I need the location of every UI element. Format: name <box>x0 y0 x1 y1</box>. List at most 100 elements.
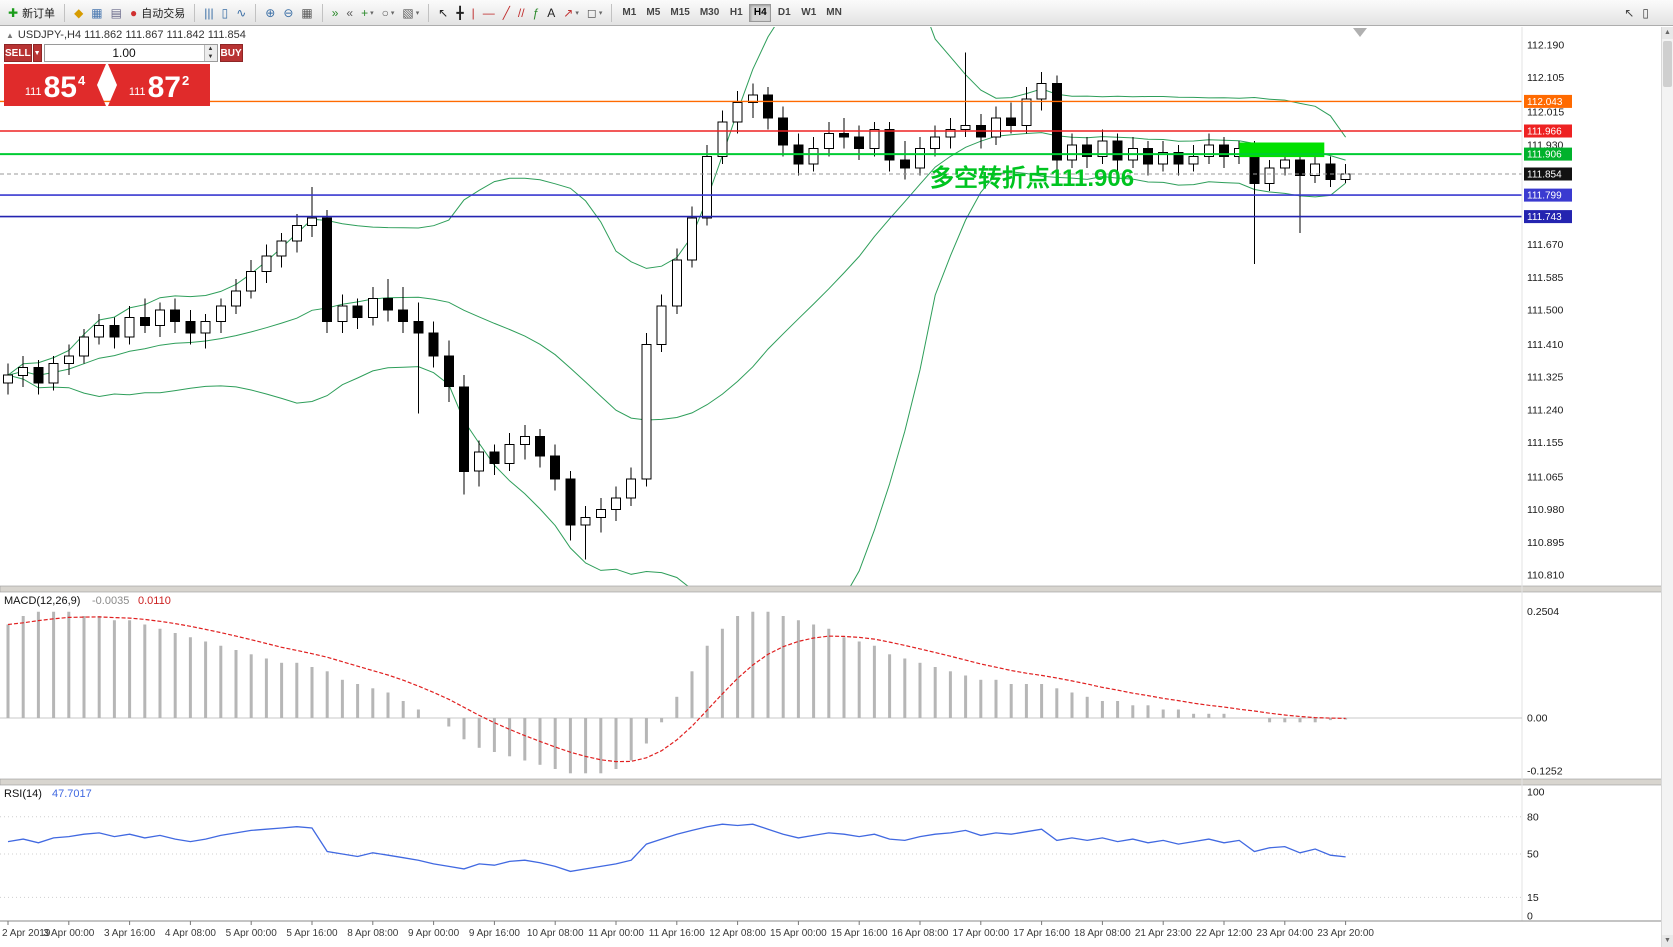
candle-bull <box>155 309 165 326</box>
sell-price-tile[interactable]: 111 85 4 <box>4 64 106 106</box>
templates-button-glyph: ▧ <box>402 5 414 20</box>
time-axis-label: 9 Apr 00:00 <box>408 928 460 939</box>
buy-button[interactable]: BUY <box>219 44 243 62</box>
auto-trading-button-label: 自动交易 <box>141 7 186 20</box>
scroll-down-icon[interactable]: ▼ <box>1662 935 1673 947</box>
sell-dropdown-icon[interactable]: ▼ <box>32 44 42 62</box>
price-badge-label: 111.799 <box>1527 191 1562 202</box>
navigator-icon[interactable]: ▤ <box>108 3 125 23</box>
vertical-scrollbar[interactable]: ▲ ▼ <box>1661 27 1673 947</box>
candle-bull <box>580 516 591 526</box>
price-axis-label: 111.065 <box>1527 472 1564 484</box>
annotation-text[interactable]: 多空转折点111.906 <box>930 164 1134 192</box>
price-axis-label: 111.325 <box>1527 372 1564 384</box>
scroll-thumb[interactable] <box>1663 41 1672 87</box>
candle-bear <box>550 455 561 480</box>
caret-down-icon: ▾ <box>370 9 374 17</box>
channel-tool[interactable]: // <box>515 3 528 23</box>
profiles-button[interactable]: ○ ▾ <box>379 3 398 23</box>
bar-chart-icon-glyph: ||| <box>204 5 214 20</box>
candle-bull <box>3 374 13 384</box>
volume-up-arrow[interactable]: ▲ <box>207 46 214 52</box>
zoom-in-icon[interactable]: ⊕ <box>262 3 278 23</box>
window-icon[interactable]: ▯ <box>1639 3 1652 23</box>
templates-button[interactable]: ▧ ▾ <box>399 3 422 23</box>
candle-bull <box>63 355 74 365</box>
new-order-button[interactable]: ✚ 新订单 <box>5 3 58 23</box>
candle-bull <box>1340 173 1351 180</box>
candle-bear <box>1219 144 1229 157</box>
time-axis-label: 18 Apr 08:00 <box>1074 928 1131 939</box>
volume-input[interactable] <box>44 45 204 61</box>
candle-bull <box>656 305 667 346</box>
new-order-button-label: 新订单 <box>22 7 56 20</box>
timeframe-m1[interactable]: M1 <box>622 7 637 18</box>
macd-signal-line <box>7 616 1346 763</box>
time-axis-label: 11 Apr 00:00 <box>588 928 644 939</box>
market-watch-icon-glyph: ◆ <box>74 5 84 20</box>
chart-shift-marker[interactable] <box>1353 28 1367 37</box>
time-axis-label: 3 Apr 00:00 <box>43 928 95 939</box>
panel-separator[interactable] <box>0 778 1673 786</box>
data-window-icon[interactable]: ▦ <box>88 3 105 23</box>
line-chart-icon[interactable]: ∿ <box>233 3 249 23</box>
candle-bull <box>808 148 819 165</box>
candle-bear <box>33 367 44 384</box>
tile-windows-icon[interactable]: ▦ <box>298 3 315 23</box>
timeframe-h1[interactable]: H1 <box>729 7 743 18</box>
price-badge-112.043 <box>1524 94 1572 108</box>
timeframe-m15[interactable]: M15 <box>670 7 690 18</box>
crosshair-tool[interactable]: ╋ <box>453 3 466 23</box>
cursor-tool[interactable]: ↖ <box>435 3 451 23</box>
scroll-up-icon[interactable]: ▲ <box>1662 27 1673 39</box>
toolbar: ✚ 新订单 ◆ ▦ ▤ ● 自动交易 ||| ▯ ∿ ⊕ ⊖ ▦» «+ ▾ ○ ▾ ▧ ▾ ↖ ╋ | — ╱//ƒ A ↗ ▾ ◻… <box>0 0 1673 26</box>
price-axis-label: 111.500 <box>1527 304 1564 316</box>
timeframe-d1[interactable]: D1 <box>777 7 791 18</box>
candle-bull <box>337 305 348 323</box>
candle-bull <box>915 148 925 169</box>
volume-down-arrow[interactable]: ▼ <box>207 54 214 60</box>
candle-bear <box>1295 159 1305 177</box>
pointer-icon[interactable]: ↖ <box>1621 3 1637 23</box>
timeframe-mn[interactable]: MN <box>826 7 842 18</box>
candlestick-chart-icon[interactable]: ▯ <box>219 3 232 23</box>
timeframe-m5[interactable]: M5 <box>646 7 661 18</box>
timeframe-w1[interactable]: W1 <box>801 7 817 18</box>
horizontal-line-tool[interactable]: — <box>480 3 498 23</box>
buy-price-tile[interactable]: 111 87 2 <box>108 64 210 106</box>
trendline-tool-glyph: ╱ <box>502 5 510 20</box>
market-watch-icon[interactable]: ◆ <box>71 3 86 23</box>
price-badge-label: 111.743 <box>1527 212 1562 223</box>
new-chart-button[interactable]: + ▾ <box>358 3 377 23</box>
shapes-tool-glyph: ◻ <box>586 5 597 20</box>
buy-price-big: 87 <box>147 71 181 104</box>
rsi-value: 47.7017 <box>52 788 92 800</box>
zoom-out-icon[interactable]: ⊖ <box>280 3 296 23</box>
trade-panel-controls: SELL ▼ ▲ ▼ BUY <box>4 44 243 62</box>
chart-shift-icon[interactable]: « <box>343 3 356 23</box>
sell-button[interactable]: SELL <box>4 44 32 62</box>
candle-bull <box>1036 82 1047 100</box>
arrow-tool[interactable]: ↗ ▾ <box>560 3 582 23</box>
trendline-tool[interactable]: ╱ <box>500 3 513 23</box>
shapes-tool[interactable]: ◻ ▾ <box>584 3 605 23</box>
auto-scroll-icon[interactable]: » <box>329 3 342 23</box>
cursor-tool-glyph: ↖ <box>438 5 449 20</box>
line-chart-icon-glyph: ∿ <box>236 5 247 20</box>
panel-separator[interactable] <box>0 585 1673 593</box>
bar-chart-icon[interactable]: ||| <box>201 3 216 23</box>
candle-bull <box>215 305 226 323</box>
text-tool[interactable]: A <box>544 3 558 23</box>
time-axis-label: 22 Apr 12:00 <box>1196 928 1253 939</box>
symbol-label: USDJPY-,H4 <box>17 29 82 41</box>
candle-bull <box>367 297 378 319</box>
price-badge-111.799 <box>1524 188 1572 202</box>
vertical-line-tool[interactable]: | <box>469 3 478 23</box>
fibonacci-tool[interactable]: ƒ <box>530 3 543 23</box>
timeframe-h4[interactable]: H4 <box>749 3 772 22</box>
candle-bull <box>687 217 697 261</box>
time-axis-label: 4 Apr 08:00 <box>165 928 217 939</box>
auto-trading-button[interactable]: ● 自动交易 <box>127 3 188 23</box>
timeframe-m30[interactable]: M30 <box>699 7 720 18</box>
